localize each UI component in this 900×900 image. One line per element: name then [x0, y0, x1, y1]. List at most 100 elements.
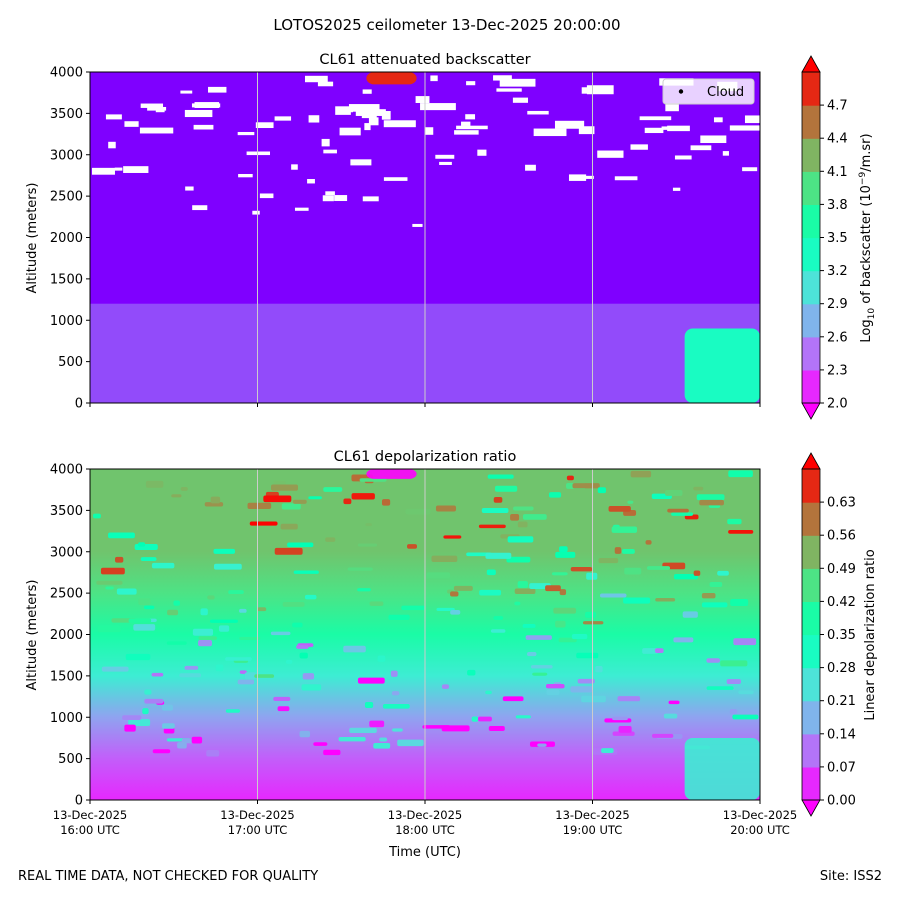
- y-tick-label: 3500: [50, 504, 83, 519]
- depolarization-streak: [738, 690, 754, 695]
- y-tick-label: 4000: [50, 463, 83, 478]
- depolarization-streak: [443, 535, 462, 539]
- depolarization-streak: [369, 601, 384, 606]
- depolarization-streak: [517, 521, 528, 528]
- depolarization-streak: [450, 609, 461, 615]
- colorbar-min-extension: [801, 799, 821, 817]
- depolarization-streak: [101, 666, 129, 672]
- x-tick-label: 20:00 UTC: [730, 823, 790, 837]
- depolarization-streak: [124, 724, 136, 732]
- backscatter-colorbar: 2.0 2.3 2.6 2.9 3.2 3.5 3.8 4.1 4.4 4.7 Log10 of …: [801, 55, 877, 420]
- colorbar-tick-label: 2.0: [827, 397, 848, 412]
- depolarization-streak: [357, 588, 371, 592]
- depolarization-streak: [162, 723, 175, 729]
- depolarization-streak: [450, 591, 459, 597]
- depolarization-streak: [152, 749, 171, 754]
- y-tick-label: 500: [58, 752, 83, 767]
- colorbar-segment: [802, 601, 820, 636]
- cloud-gap: [140, 103, 164, 108]
- figure-title: LOTOS2025 ceilometer 13-Dec-2025 20:00:0…: [273, 16, 620, 34]
- y-tick-label: 4000: [50, 66, 83, 81]
- colorbar-tick-label: 0.28: [827, 661, 856, 676]
- cloud-gap: [665, 103, 679, 112]
- depolarization-streak: [595, 666, 603, 673]
- colorbar-tick-label: 0.14: [827, 727, 856, 742]
- backscatter-hour-lines: [257, 72, 593, 403]
- depolarization-streak: [537, 743, 547, 747]
- colorbar-tick-label: 4.4: [827, 132, 848, 147]
- depolarization-streak: [92, 513, 101, 519]
- colorbar-segment: [802, 700, 820, 735]
- depolarization-streak: [343, 498, 352, 505]
- depolarization-streak: [671, 512, 694, 516]
- cloud-gap: [255, 122, 274, 129]
- colorbar-segment: [802, 568, 820, 602]
- depolarization-streak: [122, 715, 142, 721]
- depolarization-streak: [359, 478, 387, 482]
- cloud-gap: [339, 127, 361, 136]
- depolarization-streak: [630, 470, 652, 478]
- cloud-gap: [208, 86, 227, 93]
- depolarization-streak: [357, 677, 385, 684]
- depolarization-streak: [571, 634, 588, 640]
- cloud-gap: [259, 193, 274, 199]
- depolarization-streak: [441, 684, 449, 689]
- depolarization-streak: [299, 652, 308, 659]
- depolarization-streak: [282, 602, 305, 607]
- depolarization-streak: [166, 641, 187, 645]
- cloud-gap: [355, 109, 386, 116]
- depolarization-streak: [525, 635, 552, 640]
- colorbar-tick-label: 3.2: [827, 264, 848, 279]
- depolarization-streak: [515, 715, 531, 719]
- depolarization-streak: [323, 749, 341, 756]
- y-tick-label: 500: [58, 355, 83, 370]
- cloud-gap: [294, 207, 309, 211]
- depolarization-colorbar-ticks: 0.00 0.07 0.14 0.21 0.28 0.35 0.42 0.49 0.56 0.63: [820, 496, 856, 809]
- cloud-gap: [139, 127, 174, 134]
- depolarization-streak: [422, 725, 451, 729]
- depolarization-streak: [651, 733, 674, 738]
- depolarization-streak: [545, 585, 561, 592]
- legend-label-cloud: Cloud: [707, 85, 744, 100]
- colorbar-segment: [802, 204, 820, 239]
- depolarization-streak: [97, 625, 121, 633]
- depolarization-y-axis: 0 500 1000 1500 2000 2500 3000 3500 4000: [50, 463, 90, 809]
- cloud-gap: [672, 187, 681, 191]
- cloud-gap: [381, 111, 391, 120]
- depolarization-streak: [490, 629, 506, 633]
- depolarization-streak: [514, 588, 536, 595]
- depolarization-streak: [390, 670, 398, 677]
- depolarization-hour-lines: [257, 469, 593, 800]
- cloud-gap: [317, 81, 334, 87]
- cloud-gap: [321, 138, 330, 147]
- cloud-gap: [108, 141, 116, 149]
- colorbar-tick-label: 0.42: [827, 595, 856, 610]
- depolarization-streak: [485, 690, 492, 695]
- depolarization-streak: [485, 552, 512, 559]
- cloud-gap: [644, 127, 664, 134]
- cloud-gap: [123, 166, 149, 173]
- x-tick-label: 13-Dec-2025: [555, 808, 629, 822]
- depolarization-streak: [225, 657, 252, 661]
- x-tick-label: 13-Dec-2025: [723, 808, 797, 822]
- depolarization-streak: [140, 557, 157, 561]
- depolarization-streak: [210, 496, 221, 504]
- depolarization-streak: [597, 487, 607, 494]
- cloud-gap: [586, 85, 614, 95]
- depolarization-streak: [369, 720, 385, 728]
- depolarization-streak: [507, 536, 534, 543]
- depolarization-streak: [642, 648, 659, 654]
- cloud-gap: [252, 210, 260, 215]
- depolarization-streak: [706, 658, 720, 663]
- cloud-gap: [512, 97, 529, 103]
- cloud-gap: [533, 128, 567, 137]
- depolarization-streak: [510, 513, 520, 521]
- depolarization-streak: [105, 586, 114, 590]
- backscatter-y-axis: 0 500 1000 1500 2000 2500 3000 3500 4000: [50, 66, 90, 412]
- depolarization-streak: [522, 514, 547, 520]
- depolarization-streak: [526, 652, 537, 657]
- depolarization-streak: [296, 645, 309, 649]
- depolarization-streak: [706, 686, 734, 690]
- depolarization-streak: [133, 624, 156, 631]
- depolarization-streak: [471, 716, 479, 722]
